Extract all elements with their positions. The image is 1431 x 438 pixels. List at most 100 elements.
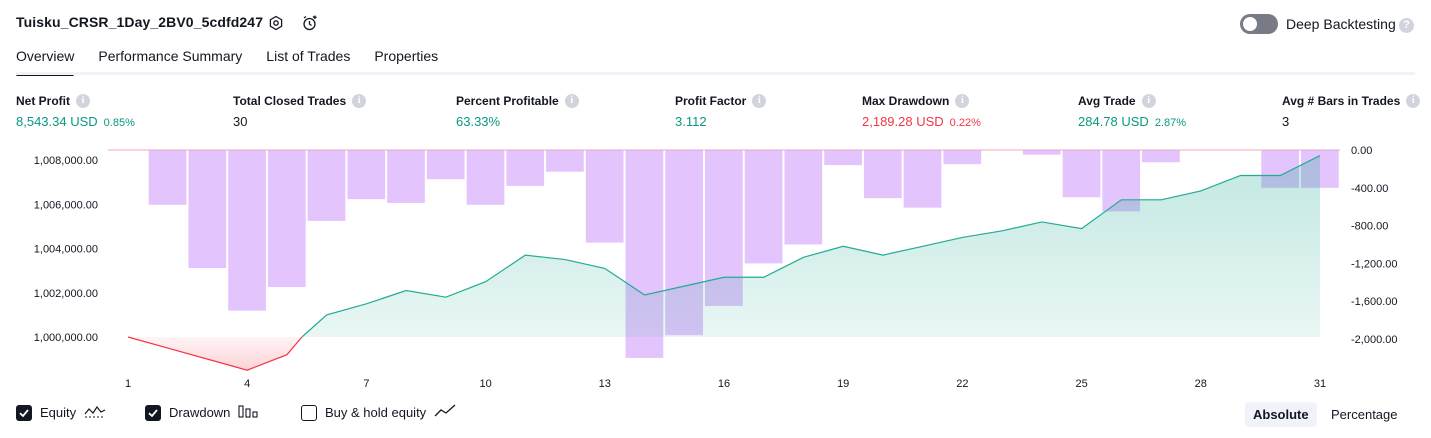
legend-label: Drawdown (169, 405, 231, 420)
equity-checkbox[interactable] (16, 404, 32, 421)
legend-buy-hold-equity[interactable]: Buy & hold equity (301, 404, 456, 421)
drawdown-bar (148, 150, 187, 205)
drawdown-bar (267, 150, 306, 288)
metric-label: Total Closed Trades (233, 94, 347, 108)
drawdown-bar (228, 150, 266, 311)
info-icon[interactable]: i (1141, 94, 1156, 108)
drawdown-bar (1062, 150, 1101, 198)
metric-value: 3 (1282, 114, 1290, 129)
metric-percent: 0.85% (103, 117, 135, 129)
deep-backtesting-toggle[interactable] (1240, 14, 1278, 34)
drawdown-bar (426, 150, 465, 180)
metric-profit-factor: Profit Factor i 3.112 (675, 94, 767, 129)
x-tick-label: 16 (718, 378, 730, 390)
info-icon[interactable]: i (564, 94, 579, 108)
legend-label: Buy & hold equity (325, 405, 427, 420)
drawdown-bar (943, 150, 982, 165)
percentage-toggle[interactable]: Percentage (1331, 407, 1398, 422)
left-tick-label: 1,004,000.00 (34, 244, 98, 256)
info-icon[interactable]: i (1406, 94, 1421, 108)
metric-avg-bars-in-trades: Avg # Bars in Trades i 3 (1282, 94, 1421, 129)
metric-label: Avg # Bars in Trades (1282, 94, 1401, 108)
x-tick-label: 4 (244, 378, 250, 390)
help-icon[interactable]: ? (1399, 18, 1414, 33)
tab-performance-summary[interactable]: Performance Summary (98, 48, 243, 64)
drawdown-checkbox[interactable] (145, 404, 161, 421)
tab-overview[interactable]: Overview (16, 48, 75, 76)
metric-max-drawdown: Max Drawdown i 2,189.28 USD 0.22% (862, 94, 981, 129)
right-tick-label: -2,000.00 (1351, 334, 1397, 346)
right-tick-label: 0.00 (1351, 145, 1372, 157)
metric-net-profit: Net Profit i 8,543.34 USD 0.85% (16, 94, 135, 129)
drawdown-bar (784, 150, 823, 245)
right-axis: 0.00 -400.00 -800.00 -1,200.00 -1,600.00 -2,0… (1351, 145, 1397, 346)
x-tick-label: 19 (837, 378, 849, 390)
metric-value: 30 (233, 114, 248, 129)
x-axis: 1 4 7 10 13 16 19 22 25 28 31 (125, 378, 1326, 390)
drawdown-bar (903, 150, 942, 208)
metric-value: 284.78 USD (1078, 114, 1149, 129)
drawdown-bar (863, 150, 902, 199)
right-tick-label: -400.00 (1351, 183, 1388, 195)
tab-properties[interactable]: Properties (374, 48, 439, 64)
buy-hold-checkbox[interactable] (301, 404, 317, 421)
drawdown-bar (307, 150, 346, 221)
absolute-toggle[interactable]: Absolute (1245, 402, 1317, 427)
toggle-knob (1243, 17, 1257, 31)
right-tick-label: -1,600.00 (1351, 296, 1397, 308)
info-icon[interactable]: i (752, 94, 767, 108)
tab-list-of-trades[interactable]: List of Trades (266, 48, 351, 64)
x-tick-label: 7 (363, 378, 369, 390)
metric-label: Percent Profitable (456, 94, 559, 108)
drawdown-bar (387, 150, 425, 203)
drawdown-bar (824, 150, 862, 166)
left-tick-label: 1,002,000.00 (34, 288, 98, 300)
legend-drawdown[interactable]: Drawdown (145, 404, 258, 421)
info-icon[interactable]: i (76, 94, 90, 108)
drawdown-bar (506, 150, 545, 186)
legend-label: Equity (40, 405, 77, 420)
drawdown-bar (466, 150, 505, 205)
drawdown-bar (546, 150, 584, 172)
equity-wave-icon (84, 404, 106, 421)
left-tick-label: 1,008,000.00 (34, 155, 98, 167)
x-tick-label: 10 (479, 378, 491, 390)
metric-label: Max Drawdown (862, 94, 950, 108)
settings-icon[interactable] (266, 13, 286, 33)
equity-positive-area (301, 155, 1320, 337)
add-alert-icon[interactable] (300, 13, 320, 33)
x-tick-label: 22 (956, 378, 968, 390)
metric-percent: 0.22% (949, 117, 981, 129)
equity-negative-area (128, 337, 302, 371)
metric-label: Profit Factor (675, 94, 747, 108)
metric-percent-profitable: Percent Profitable i 63.33% (456, 94, 579, 129)
drawdown-bar (188, 150, 227, 269)
metric-value: 63.33% (456, 114, 501, 129)
drawdown-bar (347, 150, 386, 200)
info-icon[interactable]: i (352, 94, 367, 108)
info-icon[interactable]: i (955, 94, 970, 108)
left-axis: 1,008,000.00 1,006,000.00 1,004,000.00 1,00… (34, 155, 98, 344)
right-tick-label: -1,200.00 (1351, 258, 1397, 270)
drawdown-bar (744, 150, 783, 264)
equity-line-negative (127, 336, 303, 371)
trend-line-icon (434, 404, 456, 421)
metric-percent: 2.87% (1154, 117, 1187, 129)
metric-label: Net Profit (16, 94, 70, 108)
deep-backtesting-label: Deep Backtesting (1286, 16, 1396, 32)
equity-drawdown-chart[interactable]: 1,008,000.00 1,006,000.00 1,004,000.00 1,00… (0, 140, 1431, 390)
metric-value: 2,189.28 USD (862, 114, 944, 129)
x-tick-label: 1 (125, 378, 131, 390)
left-tick-label: 1,000,000.00 (34, 332, 98, 344)
equity-series (127, 155, 1321, 371)
legend-equity[interactable]: Equity (16, 404, 106, 421)
drawdown-bar (1142, 150, 1180, 163)
x-tick-label: 25 (1075, 378, 1087, 390)
right-tick-label: -800.00 (1351, 221, 1388, 233)
x-tick-label: 13 (599, 378, 611, 390)
strategy-title: Tuisku_CRSR_1Day_2BV0_5cdfd247 (16, 14, 264, 30)
x-tick-label: 28 (1195, 378, 1207, 390)
metric-total-closed-trades: Total Closed Trades i 30 (233, 94, 367, 129)
drawdown-bar (1022, 150, 1061, 155)
equity-line (301, 155, 1321, 338)
